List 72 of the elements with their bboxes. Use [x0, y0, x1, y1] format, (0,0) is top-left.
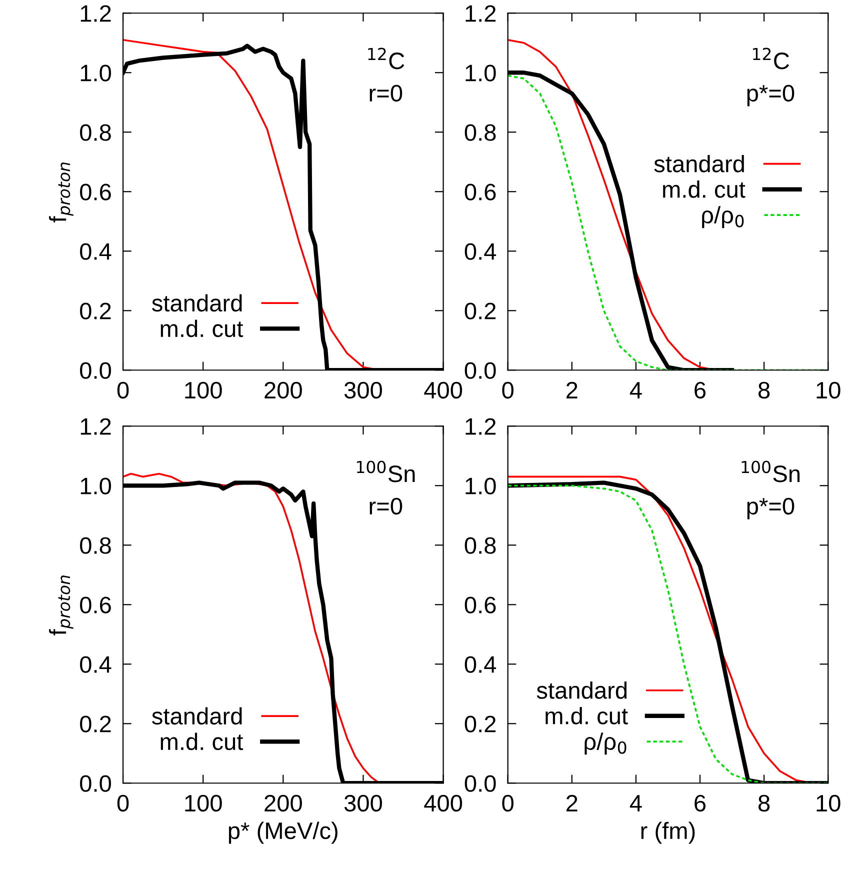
- legend-label: standard: [152, 294, 242, 312]
- x-tick-label: 10: [816, 382, 840, 399]
- x-axis-title: r (fm): [641, 822, 695, 844]
- annotation: $^{100}$Sn: [742, 460, 800, 482]
- annotation: $^{12}$C: [368, 48, 404, 70]
- legend-label: standard: [654, 154, 744, 172]
- y-tick-label: 1.0: [466, 478, 496, 494]
- y-tick-label: 0.8: [80, 124, 111, 141]
- y-tick-label: 0.4: [80, 656, 112, 673]
- y-tick-label: 0.4: [464, 243, 496, 260]
- y-tick-label: 1.2: [80, 418, 111, 435]
- x-tick-label: 8: [758, 794, 770, 812]
- x-tick-label: 400: [424, 382, 462, 399]
- y-tick-label: 0.0: [80, 775, 111, 792]
- legend-label: m.d. cut: [663, 180, 746, 198]
- y-tick-label: 0.8: [464, 537, 496, 554]
- y-tick-label: 1.2: [466, 418, 496, 435]
- x-tick-label: 0: [502, 382, 514, 399]
- x-tick-label: 4: [630, 795, 642, 812]
- y-tick-label: 1.0: [80, 64, 111, 82]
- y-tick-label: 0.0: [464, 362, 496, 379]
- legend-label: m.d. cut: [546, 707, 628, 724]
- y-tick-label: 0.2: [80, 302, 111, 320]
- x-tick-label: 200: [264, 382, 302, 399]
- annotation: p*=0: [747, 84, 794, 106]
- x-tick-label: 6: [694, 382, 706, 399]
- x-tick-label: 0: [502, 794, 514, 812]
- y-axis-title: f$_{proton}$: [48, 162, 74, 222]
- y-tick-label: 0.6: [80, 596, 111, 614]
- x-tick-label: 300: [344, 794, 382, 812]
- annotation: $^{100}$Sn: [356, 460, 415, 482]
- x-tick-label: 2: [566, 382, 578, 398]
- y-tick-label: 0.2: [464, 302, 496, 320]
- annotation: $^{12}$C: [753, 48, 790, 70]
- x-tick-label: 400: [424, 794, 462, 812]
- y-tick-label: 0.6: [464, 596, 496, 614]
- legend-label: standard: [152, 707, 242, 725]
- legend-label: m.d. cut: [160, 320, 244, 338]
- x-tick-label: 0: [117, 794, 129, 812]
- y-tick-label: 0.8: [80, 537, 111, 554]
- y-tick-label: 0.4: [464, 656, 496, 673]
- y-tick-label: 1.0: [466, 64, 496, 82]
- x-tick-label: 2: [566, 794, 578, 812]
- y-tick-label: 1.0: [80, 478, 111, 494]
- x-tick-label: 200: [264, 794, 302, 812]
- x-tick-label: 6: [694, 794, 706, 812]
- y-tick-label: 0.6: [80, 184, 111, 200]
- legend-label: ρ/ρ$_{0}$: [702, 206, 744, 228]
- legend-label: m.d. cut: [160, 732, 244, 750]
- annotation: r=0: [370, 498, 402, 515]
- y-tick-label: 1.2: [466, 5, 496, 22]
- y-tick-label: 0.0: [464, 775, 496, 792]
- x-tick-label: 8: [758, 382, 770, 399]
- x-tick-label: 10: [816, 794, 840, 812]
- y-tick-label: 1.2: [80, 5, 111, 22]
- x-axis-title: p* (MeV/c): [228, 822, 338, 844]
- x-tick-label: 0: [117, 382, 129, 399]
- x-tick-label: 100: [185, 794, 222, 812]
- x-tick-label: 300: [344, 382, 382, 399]
- y-tick-label: 0.4: [80, 243, 112, 260]
- annotation: p*=0: [747, 498, 794, 520]
- annotation: r=0: [370, 84, 402, 102]
- legend-label: ρ/ρ$_{0}$: [584, 732, 626, 755]
- y-tick-label: 0.0: [80, 362, 111, 379]
- y-tick-label: 0.2: [80, 716, 111, 732]
- y-tick-label: 0.8: [464, 124, 496, 141]
- y-tick-label: 0.2: [464, 716, 496, 732]
- x-tick-label: 100: [185, 382, 222, 399]
- legend-label: standard: [536, 681, 627, 699]
- y-tick-label: 0.6: [464, 184, 496, 200]
- x-tick-label: 4: [630, 382, 642, 398]
- y-axis-title: f$_{proton}$: [48, 576, 74, 636]
